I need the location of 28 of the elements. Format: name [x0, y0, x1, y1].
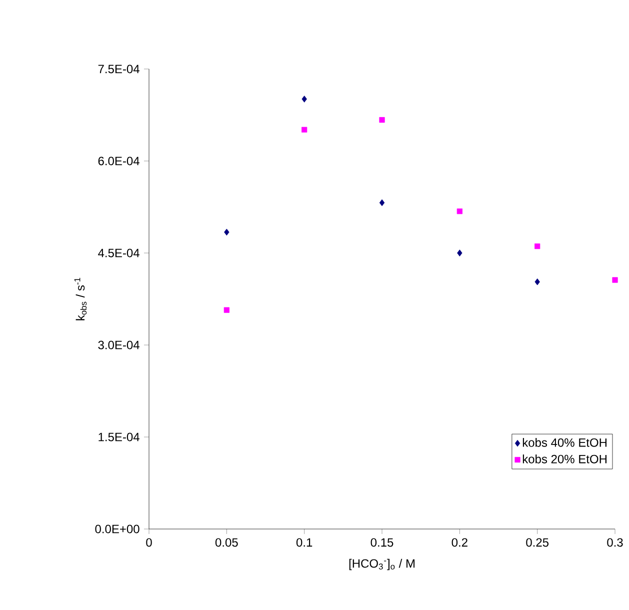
legend-label: kobs 20% EtOH [522, 454, 606, 464]
y-tick-label: 1.5E-04 [98, 432, 140, 442]
x-tick-label: 0.15 [370, 538, 394, 547]
x-tick-label: 0.25 [526, 538, 549, 547]
x-tick-label: 0.05 [215, 538, 238, 547]
point [224, 307, 230, 313]
y-tick-label: 7.5E-04 [98, 64, 140, 74]
point [534, 278, 540, 286]
y-tick-label: 3.0E-04 [98, 340, 140, 350]
point [612, 277, 618, 283]
point [379, 199, 385, 206]
point [302, 96, 307, 102]
y-axis-title: k$_{obs}$ / s$^{-1}$ [74, 278, 87, 320]
point [457, 250, 462, 256]
x-tick-label: 0.1 [296, 538, 312, 547]
x-tick-label: 0.2 [452, 538, 468, 547]
x-axis-title: [HCO$_{3}$$^{-}$]$_{o}$ / M [349, 558, 414, 570]
point [456, 208, 462, 214]
y-tick-label: 6.0E-04 [98, 156, 140, 166]
point [534, 243, 540, 250]
point [224, 228, 230, 236]
x-tick-label: 0 [146, 538, 152, 547]
point [379, 117, 385, 123]
y-tick-label: 0.0E+00 [95, 524, 140, 534]
x-tick-label: 0.3 [607, 538, 623, 547]
point [302, 126, 308, 133]
legend-label: kobs 40% EtOH [522, 438, 606, 447]
y-tick-label: 4.5E-04 [98, 248, 140, 258]
